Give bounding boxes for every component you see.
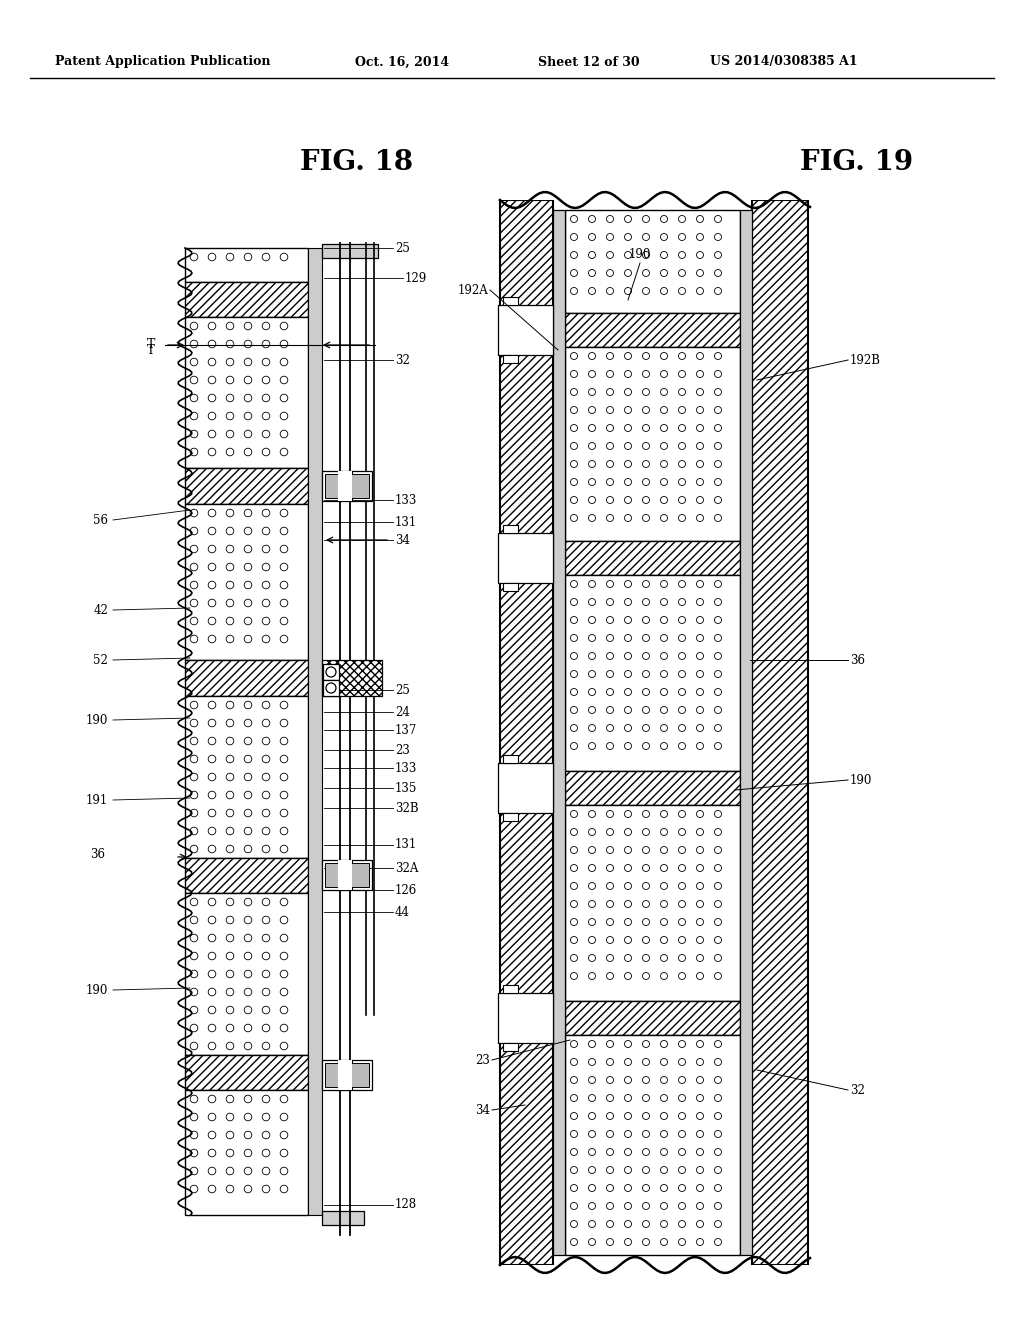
Bar <box>322 471 372 502</box>
Bar <box>323 664 339 680</box>
Text: FIG. 19: FIG. 19 <box>800 149 913 177</box>
Text: 32B: 32B <box>395 801 419 814</box>
Bar <box>322 1060 372 1090</box>
Bar <box>553 210 565 1255</box>
Bar <box>322 1210 364 1225</box>
Bar <box>325 1063 369 1086</box>
Text: Oct. 16, 2014: Oct. 16, 2014 <box>355 55 450 69</box>
Bar <box>185 1090 308 1214</box>
Bar <box>325 474 369 498</box>
Text: 34: 34 <box>475 1104 490 1117</box>
Text: 192B: 192B <box>850 354 881 367</box>
Bar <box>503 525 518 533</box>
Text: 24: 24 <box>395 705 410 718</box>
Text: 56: 56 <box>93 513 108 527</box>
Bar <box>503 355 518 363</box>
Bar <box>503 1043 518 1051</box>
Text: 190: 190 <box>629 248 651 261</box>
Text: 190: 190 <box>86 983 108 997</box>
Text: 25: 25 <box>395 684 410 697</box>
Bar <box>503 583 518 591</box>
Text: 32: 32 <box>395 354 410 367</box>
Text: 23: 23 <box>475 1053 490 1067</box>
Text: 32A: 32A <box>395 862 419 874</box>
Bar <box>338 471 352 502</box>
Text: 126: 126 <box>395 883 417 896</box>
Bar <box>565 313 740 347</box>
Bar <box>498 305 553 355</box>
Bar <box>308 248 322 1214</box>
Bar <box>565 1035 740 1255</box>
Bar <box>502 309 549 351</box>
Text: 36: 36 <box>850 653 865 667</box>
Text: US 2014/0308385 A1: US 2014/0308385 A1 <box>710 55 858 69</box>
Text: 131: 131 <box>395 516 417 528</box>
Bar <box>565 347 740 541</box>
Text: 23: 23 <box>395 743 410 756</box>
Bar <box>498 180 816 201</box>
Bar <box>185 894 308 1055</box>
Bar <box>323 680 339 696</box>
Bar <box>498 993 553 1043</box>
Text: 52: 52 <box>93 653 108 667</box>
Text: T: T <box>146 338 155 351</box>
Bar <box>338 1060 352 1090</box>
Bar <box>503 985 518 993</box>
Bar <box>565 541 740 576</box>
Text: Patent Application Publication: Patent Application Publication <box>55 55 270 69</box>
Bar <box>565 771 740 805</box>
Bar <box>322 861 372 890</box>
Text: 128: 128 <box>395 1199 417 1212</box>
Text: FIG. 18: FIG. 18 <box>300 149 413 177</box>
Bar <box>565 805 740 1001</box>
Bar <box>503 297 518 305</box>
Bar <box>498 763 553 813</box>
Bar <box>185 858 308 894</box>
Bar <box>185 469 308 504</box>
Text: 131: 131 <box>395 838 417 851</box>
Text: 32: 32 <box>850 1084 865 1097</box>
Text: Sheet 12 of 30: Sheet 12 of 30 <box>538 55 640 69</box>
Text: 129: 129 <box>406 272 427 285</box>
Bar <box>185 248 308 282</box>
Text: 135: 135 <box>395 781 418 795</box>
Bar <box>503 813 518 821</box>
Text: 190: 190 <box>86 714 108 726</box>
Bar <box>325 863 369 887</box>
Text: 36: 36 <box>90 849 105 862</box>
Bar <box>185 1055 308 1090</box>
Bar <box>502 997 549 1039</box>
Text: 191: 191 <box>86 793 108 807</box>
Bar <box>565 576 740 771</box>
Bar <box>498 533 553 583</box>
Bar <box>185 660 308 696</box>
Text: 44: 44 <box>395 906 410 919</box>
Text: 133: 133 <box>395 762 418 775</box>
Text: T: T <box>147 343 155 356</box>
Bar <box>498 1265 816 1290</box>
Bar <box>503 755 518 763</box>
Text: 137: 137 <box>395 723 418 737</box>
Bar <box>185 504 308 660</box>
Bar <box>740 210 752 1255</box>
Bar <box>502 767 549 809</box>
Text: 42: 42 <box>93 603 108 616</box>
Bar <box>322 660 382 696</box>
Bar <box>752 201 808 1265</box>
Text: 25: 25 <box>395 242 410 255</box>
Text: 192A: 192A <box>458 284 488 297</box>
Bar <box>502 537 549 579</box>
Bar <box>565 210 740 313</box>
Text: 133: 133 <box>395 494 418 507</box>
Text: 34: 34 <box>395 533 410 546</box>
Bar <box>322 244 378 257</box>
Bar <box>185 696 308 858</box>
Bar <box>185 282 308 317</box>
Bar <box>565 1001 740 1035</box>
Text: 190: 190 <box>850 774 872 787</box>
Bar <box>500 201 553 1265</box>
Bar <box>338 861 352 890</box>
Bar <box>185 317 308 469</box>
